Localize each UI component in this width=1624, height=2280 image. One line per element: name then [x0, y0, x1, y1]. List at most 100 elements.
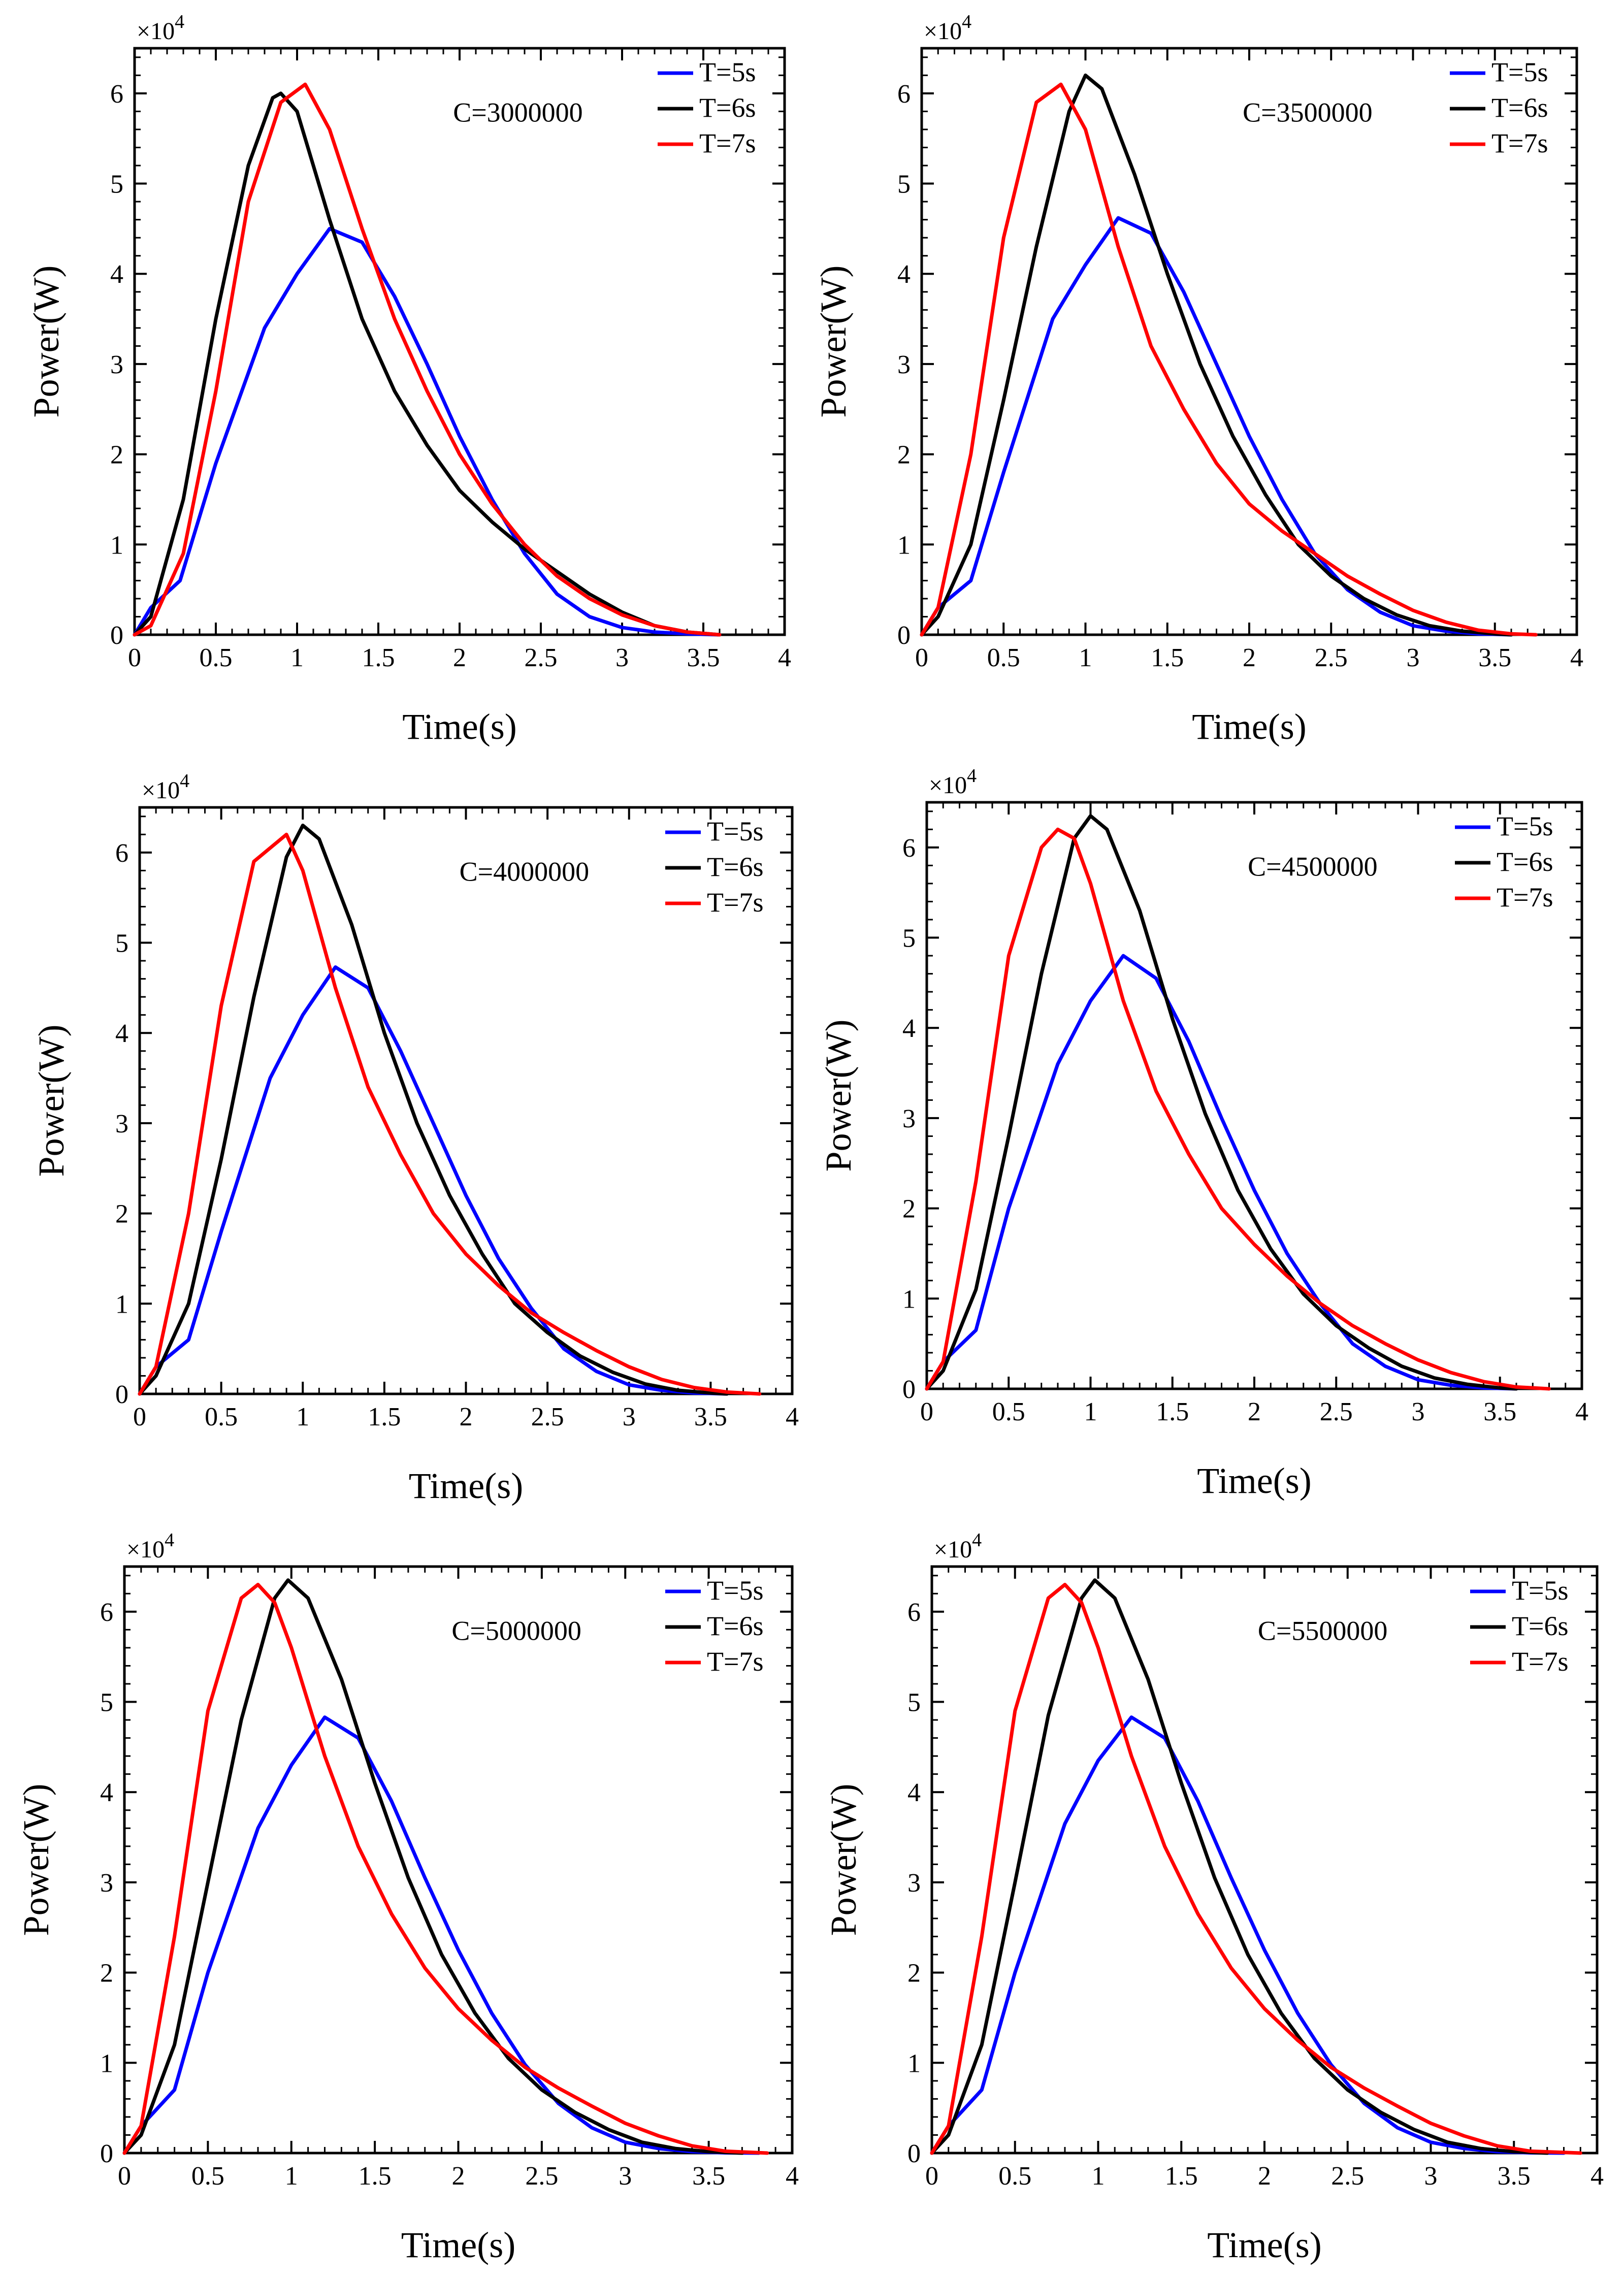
- annotation-c-value: C=3500000: [1243, 97, 1372, 127]
- y-axis-title: Power(W): [823, 1784, 864, 1936]
- legend-label: T=5s: [699, 57, 756, 87]
- legend-label: T=5s: [707, 1575, 763, 1606]
- chart-panel-3: 0 0.5 1 1.5 2 2.5 3 3.5 4 0 1 2 3 4 5 6 ×104 Time(s) Power…: [31, 770, 799, 1506]
- series-line-t5s: [925, 954, 1518, 1391]
- y-tick-label: 3: [902, 1104, 916, 1133]
- y-exponent-label: ×104: [142, 770, 189, 804]
- x-tick-label: 1.5: [368, 1403, 401, 1431]
- legend-label: T=5s: [1491, 57, 1548, 87]
- y-tick-label: 3: [110, 350, 123, 379]
- y-axis-title: Power(W): [26, 266, 67, 418]
- x-tick-label: 0: [118, 2162, 131, 2191]
- x-tick-label: 2.5: [1320, 1397, 1353, 1426]
- chart-panel-4: 0 0.5 1 1.5 2 2.5 3 3.5 4 0 1 2 3 4 5 6 ×104 Time(s) Power…: [818, 765, 1588, 1501]
- y-tick-label: 1: [907, 2049, 921, 2078]
- x-tick-label: 1: [1079, 643, 1092, 672]
- chart-panel-6: 0 0.5 1 1.5 2 2.5 3 3.5 4 0 1 2 3 4 5 6 ×104 Time(s) Power…: [823, 1529, 1604, 2265]
- y-axis-title: Power(W): [818, 1020, 859, 1172]
- x-axis-title: Time(s): [1192, 706, 1306, 747]
- y-tick-label: 0: [907, 2139, 921, 2168]
- y-exponent-label: ×104: [924, 11, 971, 45]
- series-line-t7s: [133, 82, 722, 637]
- annotation-c-value: C=3000000: [453, 97, 582, 127]
- x-tick-label: 0: [128, 643, 141, 672]
- y-tick-label: 4: [110, 260, 123, 289]
- legend: T=5s T=6s T=7s: [1455, 811, 1553, 913]
- legend-label: T=7s: [1497, 882, 1553, 913]
- series-line-t7s: [122, 1583, 769, 2155]
- y-tick-label: 6: [907, 1598, 921, 1627]
- y-tick-label: 4: [902, 1014, 916, 1043]
- legend-label: T=6s: [707, 852, 763, 882]
- x-tick-label: 2: [460, 1403, 473, 1431]
- y-tick-label: 1: [100, 2049, 113, 2078]
- x-tick-label: 0: [915, 643, 928, 672]
- y-tick-label: 3: [897, 350, 911, 379]
- y-tick-label: 6: [110, 80, 123, 109]
- y-tick-label: 6: [897, 80, 911, 109]
- x-tick-label: 2: [1248, 1397, 1261, 1426]
- x-tick-label: 0: [133, 1403, 146, 1431]
- legend: T=5s T=6s T=7s: [658, 57, 756, 158]
- x-tick-label: 1: [285, 2162, 298, 2191]
- chart-panel-2: 0 0.5 1 1.5 2 2.5 3 3.5 4 0 1 2 3 4 5 6 ×104 Time(s) Power…: [813, 11, 1583, 747]
- y-tick-label: 2: [100, 1959, 113, 1988]
- y-tick-label: 4: [897, 260, 911, 289]
- x-tick-label: 1.5: [1151, 643, 1184, 672]
- legend-label: T=7s: [707, 1646, 763, 1677]
- legend-label: T=6s: [1512, 1611, 1568, 1641]
- series-line-t6s: [122, 1578, 744, 2155]
- y-tick-label: 2: [115, 1200, 128, 1229]
- y-tick-label: 2: [907, 1959, 921, 1988]
- x-tick-label: 4: [778, 643, 791, 672]
- y-axis-title: Power(W): [813, 266, 854, 418]
- y-exponent-label: ×104: [126, 1529, 174, 1563]
- y-tick-label: 3: [115, 1110, 128, 1138]
- y-tick-label: 2: [902, 1195, 916, 1224]
- series-line-t6s: [930, 1578, 1549, 2155]
- legend: T=5s T=6s T=7s: [1470, 1575, 1568, 1677]
- x-tick-label: 1: [1092, 2162, 1105, 2191]
- x-tick-label: 3: [1412, 1397, 1425, 1426]
- y-axis-title: Power(W): [31, 1025, 72, 1177]
- y-exponent-label: ×104: [934, 1529, 982, 1563]
- plot-frame: [925, 801, 1583, 1390]
- y-tick-label: 5: [902, 924, 916, 953]
- series-line-t7s: [138, 832, 762, 1396]
- x-tick-label: 2: [1243, 643, 1256, 672]
- y-tick-label: 0: [902, 1375, 916, 1404]
- chart-panel-1: 0 0.5 1 1.5 2 2.5 3 3.5 4 0 1 2 3 4 5 6 ×104 Time(s) Power…: [26, 11, 791, 747]
- y-tick-label: 4: [115, 1019, 128, 1048]
- x-tick-label: 0.5: [200, 643, 233, 672]
- x-tick-label: 0: [920, 1397, 933, 1426]
- series-line-t5s: [138, 965, 729, 1396]
- x-tick-label: 4: [1590, 2162, 1604, 2191]
- x-tick-label: 3.5: [687, 643, 720, 672]
- y-tick-label: 2: [110, 441, 123, 470]
- x-tick-label: 2.5: [525, 643, 558, 672]
- x-tick-label: 4: [786, 2162, 799, 2191]
- x-tick-label: 1: [296, 1403, 309, 1431]
- x-tick-label: 3: [619, 2162, 632, 2191]
- x-tick-label: 3: [1407, 643, 1420, 672]
- x-tick-label: 0.5: [998, 2162, 1031, 2191]
- series-line-t7s: [920, 82, 1538, 637]
- x-tick-label: 0: [925, 2162, 938, 2191]
- x-tick-label: 0.5: [205, 1403, 238, 1431]
- y-tick-label: 3: [100, 1869, 113, 1898]
- x-tick-label: 3.5: [1478, 643, 1511, 672]
- legend: T=5s T=6s T=7s: [665, 1575, 763, 1677]
- annotation-c-value: C=4000000: [460, 856, 589, 887]
- x-tick-label: 2: [1258, 2162, 1271, 2191]
- series-line-t5s: [920, 216, 1513, 637]
- y-tick-label: 0: [115, 1380, 128, 1409]
- y-tick-label: 0: [110, 621, 123, 650]
- series-line-t6s: [133, 91, 722, 637]
- x-tick-label: 2.5: [525, 2162, 558, 2191]
- x-axis-title: Time(s): [1197, 1460, 1311, 1501]
- x-tick-label: 1: [1084, 1397, 1097, 1426]
- y-tick-label: 4: [100, 1778, 113, 1807]
- y-tick-label: 6: [115, 839, 128, 868]
- y-tick-label: 5: [110, 170, 123, 199]
